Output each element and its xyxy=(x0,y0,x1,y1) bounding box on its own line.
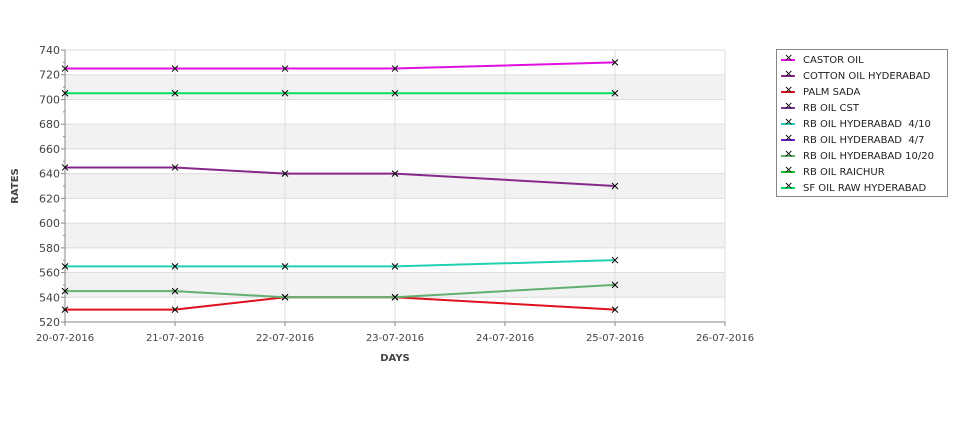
data-point xyxy=(61,306,69,313)
legend-label: RB OIL CST xyxy=(803,102,859,114)
legend-label: RB OIL HYDERABAD 10/20 xyxy=(803,150,934,162)
data-point xyxy=(611,182,619,190)
legend-swatch-icon xyxy=(781,67,795,81)
data-point xyxy=(611,59,619,66)
y-tick-label: 600 xyxy=(39,217,60,230)
y-tick-label: 520 xyxy=(39,316,60,329)
data-point xyxy=(171,164,179,171)
data-point xyxy=(61,287,69,295)
x-tick-label: 25-07-2016 xyxy=(586,333,644,344)
y-tick-label: 640 xyxy=(39,168,60,181)
data-point xyxy=(281,65,289,72)
y-tick-label: 740 xyxy=(39,44,60,57)
legend-item: COTTON OIL HYDERABAD xyxy=(777,67,947,84)
y-axis-label: RATES xyxy=(10,168,21,204)
legend-item: RB OIL HYDERABAD 4/7 xyxy=(777,131,947,148)
data-point xyxy=(611,306,619,313)
y-tick-label: 680 xyxy=(39,118,60,131)
x-tick-label: 22-07-2016 xyxy=(256,333,314,344)
data-point xyxy=(171,263,179,270)
legend-label: PALM SADA xyxy=(803,86,861,98)
data-point xyxy=(611,256,619,264)
legend-label: RB OIL RAICHUR xyxy=(803,166,885,178)
y-tick-label: 620 xyxy=(39,192,60,205)
legend: CASTOR OIL COTTON OIL HYDERABAD PALM SADA R… xyxy=(776,49,948,197)
data-point xyxy=(611,281,619,289)
legend-label: SF OIL RAW HYDERABAD xyxy=(803,182,927,194)
y-tick-label: 720 xyxy=(39,69,60,82)
data-point xyxy=(391,89,399,97)
legend-swatch-icon xyxy=(781,115,795,129)
data-point xyxy=(171,65,179,72)
legend-swatch-icon xyxy=(781,131,795,145)
y-tick-label: 660 xyxy=(39,143,60,156)
y-tick-label: 540 xyxy=(39,291,60,304)
series-line-4 xyxy=(65,259,616,268)
legend-swatch-icon xyxy=(781,179,795,193)
legend-item: RB OIL CST xyxy=(777,99,947,116)
legend-item: PALM SADA xyxy=(777,83,947,100)
data-point xyxy=(171,306,179,313)
data-point xyxy=(391,263,399,270)
series-line-0 xyxy=(65,61,616,70)
data-point xyxy=(281,293,289,301)
legend-label: COTTON OIL HYDERABAD xyxy=(803,70,931,82)
data-point xyxy=(61,263,69,270)
legend-item: RB OIL HYDERABAD 10/20 xyxy=(777,147,947,164)
y-tick-label: 560 xyxy=(39,267,60,280)
legend-item: CASTOR OIL xyxy=(777,51,947,68)
data-point xyxy=(281,263,289,270)
data-point xyxy=(171,287,179,295)
legend-label: CASTOR OIL xyxy=(803,54,864,66)
data-point xyxy=(391,170,399,177)
data-point xyxy=(391,293,399,301)
data-point xyxy=(281,89,289,97)
legend-swatch-icon xyxy=(781,51,795,65)
series-line-2 xyxy=(65,296,616,311)
data-point xyxy=(611,89,619,97)
legend-swatch-icon xyxy=(781,99,795,113)
legend-item: RB OIL RAICHUR xyxy=(777,163,947,180)
legend-label: RB OIL HYDERABAD 4/7 xyxy=(803,134,925,146)
x-tick-label: 21-07-2016 xyxy=(146,333,204,344)
y-tick-label: 580 xyxy=(39,242,60,255)
data-point xyxy=(61,164,69,171)
data-point xyxy=(61,89,69,97)
legend-item: RB OIL HYDERABAD 4/10 xyxy=(777,115,947,132)
y-tick-label: 700 xyxy=(39,93,60,106)
x-axis-label: DAYS xyxy=(380,353,410,364)
legend-swatch-icon xyxy=(781,83,795,97)
data-point xyxy=(281,170,289,177)
legend-swatch-icon xyxy=(781,147,795,161)
data-point xyxy=(61,65,69,72)
data-point xyxy=(171,89,179,97)
x-tick-label: 23-07-2016 xyxy=(366,333,424,344)
legend-swatch-icon xyxy=(781,163,795,177)
x-tick-label: 26-07-2016 xyxy=(696,333,754,344)
legend-item: SF OIL RAW HYDERABAD xyxy=(777,179,947,196)
x-tick-label: 24-07-2016 xyxy=(476,333,534,344)
data-point xyxy=(391,65,399,72)
legend-label: RB OIL HYDERABAD 4/10 xyxy=(803,118,931,130)
x-tick-label: 20-07-2016 xyxy=(36,333,94,344)
